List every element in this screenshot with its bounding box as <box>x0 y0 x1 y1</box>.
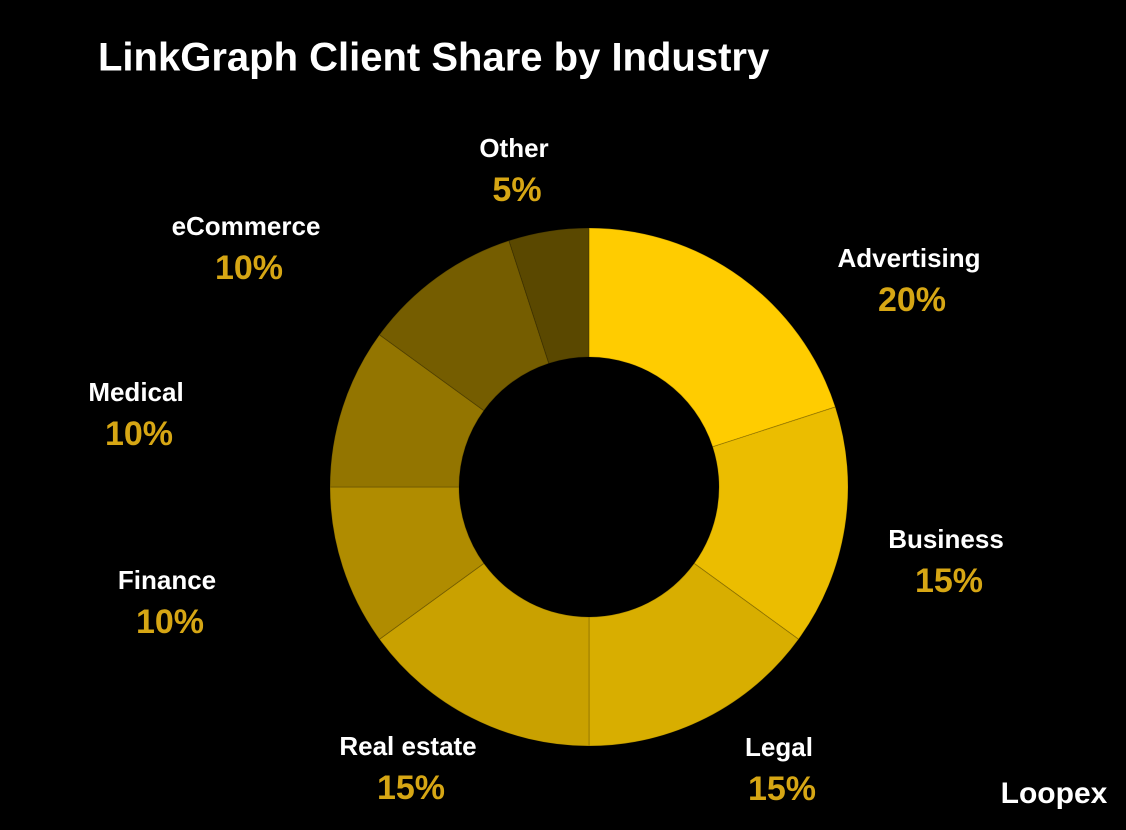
donut-slice <box>588 227 836 448</box>
donut-slice <box>378 562 590 747</box>
slice-value-label: 20% <box>878 281 946 319</box>
slice-value-label: 10% <box>105 415 173 453</box>
slice-value-label: 5% <box>492 171 541 209</box>
slice-label: Medical <box>88 377 183 407</box>
slice-label: Real estate <box>339 731 476 761</box>
slice-value-label: 15% <box>377 769 445 807</box>
slice-value-label: 10% <box>215 249 283 287</box>
slice-label: Other <box>479 133 548 163</box>
donut-slice <box>508 227 590 364</box>
slice-label: eCommerce <box>172 211 321 241</box>
slice-label: Legal <box>745 732 813 762</box>
slice-label: Business <box>888 524 1004 554</box>
donut-slice <box>378 240 550 412</box>
slice-label: Advertising <box>837 243 980 273</box>
donut-slice <box>329 334 485 488</box>
slice-value-label: 15% <box>748 770 816 808</box>
chart-title: LinkGraph Client Share by Industry <box>98 36 770 80</box>
slice-value-label: 15% <box>915 562 983 600</box>
donut-slice <box>588 562 800 747</box>
donut-slice <box>329 486 485 640</box>
donut-slice <box>693 406 849 640</box>
watermark: Loopex <box>1001 777 1108 810</box>
slice-label: Finance <box>118 565 216 595</box>
slice-value-label: 10% <box>136 603 204 641</box>
